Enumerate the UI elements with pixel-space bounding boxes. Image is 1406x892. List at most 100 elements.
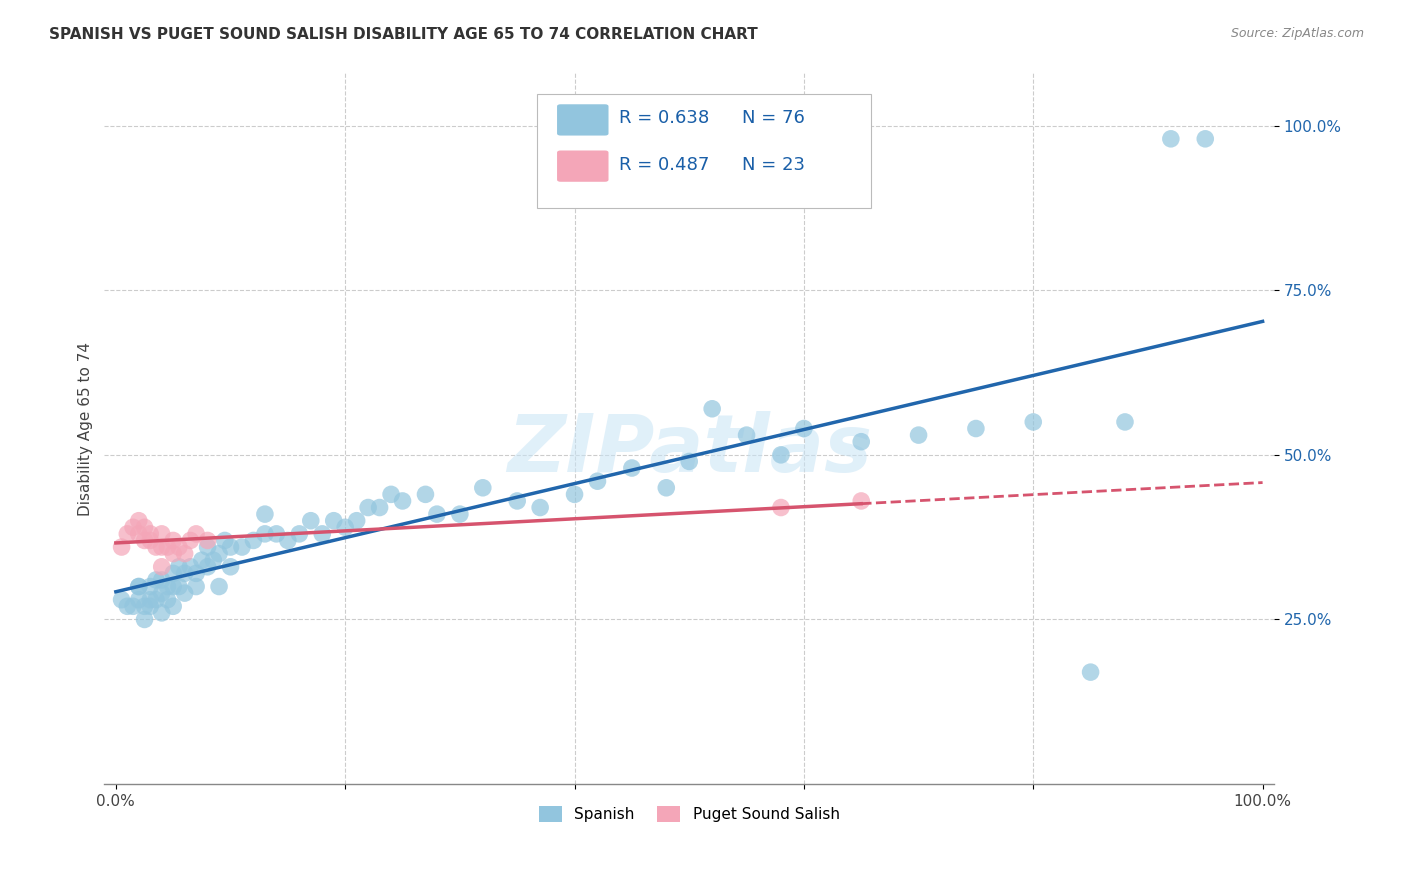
Point — [231, 540, 253, 554]
Point — [851, 494, 873, 508]
Point — [471, 481, 494, 495]
Point — [150, 540, 173, 554]
Point — [678, 454, 700, 468]
Point — [139, 592, 162, 607]
Point — [702, 401, 724, 416]
Point — [288, 527, 311, 541]
Point — [145, 540, 167, 554]
Text: N = 23: N = 23 — [742, 156, 804, 174]
Point — [197, 533, 219, 548]
Point — [907, 428, 929, 442]
Text: R = 0.638: R = 0.638 — [619, 109, 709, 127]
Point — [253, 507, 276, 521]
Point — [150, 573, 173, 587]
Point — [156, 540, 179, 554]
Point — [506, 494, 529, 508]
Point — [564, 487, 586, 501]
Point — [110, 592, 132, 607]
Point — [1160, 132, 1182, 146]
Point — [769, 500, 792, 515]
Text: N = 76: N = 76 — [742, 109, 804, 127]
Point — [266, 527, 288, 541]
Point — [156, 592, 179, 607]
Point — [311, 527, 333, 541]
Point — [277, 533, 299, 548]
Point — [134, 533, 156, 548]
Point — [162, 566, 184, 581]
Point — [965, 421, 987, 435]
Point — [219, 559, 242, 574]
Point — [150, 559, 173, 574]
Point — [793, 421, 815, 435]
Point — [122, 520, 145, 534]
Point — [117, 527, 139, 541]
Y-axis label: Disability Age 65 to 74: Disability Age 65 to 74 — [79, 342, 93, 516]
Point — [139, 533, 162, 548]
Point — [110, 540, 132, 554]
Point — [184, 566, 207, 581]
Point — [128, 592, 150, 607]
Point — [145, 573, 167, 587]
Point — [426, 507, 449, 521]
Point — [179, 559, 201, 574]
Point — [529, 500, 551, 515]
Point — [242, 533, 264, 548]
Point — [214, 533, 236, 548]
Point — [150, 586, 173, 600]
Point — [191, 553, 214, 567]
Point — [134, 520, 156, 534]
Point — [202, 553, 225, 567]
Point — [128, 527, 150, 541]
Point — [769, 448, 792, 462]
Point — [139, 580, 162, 594]
Point — [1194, 132, 1216, 146]
Point — [122, 599, 145, 614]
Point — [1114, 415, 1136, 429]
Point — [128, 514, 150, 528]
Point — [179, 533, 201, 548]
Point — [335, 520, 357, 534]
Point — [415, 487, 437, 501]
Point — [357, 500, 380, 515]
Point — [162, 580, 184, 594]
Point — [449, 507, 471, 521]
Point — [167, 540, 190, 554]
Point — [167, 559, 190, 574]
Point — [655, 481, 678, 495]
Point — [620, 461, 643, 475]
Text: ZIPatlas: ZIPatlas — [506, 411, 872, 489]
Point — [253, 527, 276, 541]
Legend: Spanish, Puget Sound Salish: Spanish, Puget Sound Salish — [531, 798, 848, 830]
Text: Source: ZipAtlas.com: Source: ZipAtlas.com — [1230, 27, 1364, 40]
Point — [851, 434, 873, 449]
Point — [150, 527, 173, 541]
Point — [197, 540, 219, 554]
Point — [208, 547, 231, 561]
Point — [368, 500, 391, 515]
FancyBboxPatch shape — [557, 104, 609, 136]
Point — [145, 592, 167, 607]
Point — [391, 494, 413, 508]
FancyBboxPatch shape — [557, 151, 609, 182]
Point — [1080, 665, 1102, 680]
Point — [134, 599, 156, 614]
Point — [184, 527, 207, 541]
Point — [162, 547, 184, 561]
Point — [134, 612, 156, 626]
Point — [139, 599, 162, 614]
Point — [167, 580, 190, 594]
Point — [162, 599, 184, 614]
Point — [219, 540, 242, 554]
FancyBboxPatch shape — [537, 95, 870, 208]
Text: SPANISH VS PUGET SOUND SALISH DISABILITY AGE 65 TO 74 CORRELATION CHART: SPANISH VS PUGET SOUND SALISH DISABILITY… — [49, 27, 758, 42]
Point — [156, 580, 179, 594]
Point — [197, 559, 219, 574]
Point — [117, 599, 139, 614]
Point — [586, 474, 609, 488]
Point — [1022, 415, 1045, 429]
Point — [162, 533, 184, 548]
Point — [150, 606, 173, 620]
Text: R = 0.487: R = 0.487 — [619, 156, 710, 174]
Point — [208, 580, 231, 594]
Point — [173, 566, 195, 581]
